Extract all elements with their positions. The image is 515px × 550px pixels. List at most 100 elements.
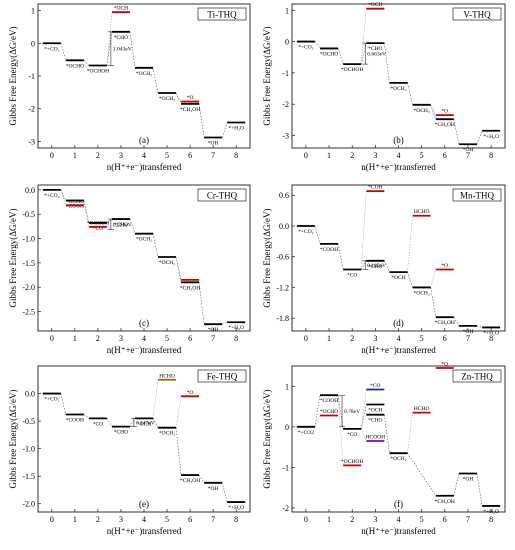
alt-level-connector <box>175 92 182 102</box>
level-label: *COOH <box>320 247 338 253</box>
level-label: *CHO <box>368 264 382 270</box>
level-connector <box>430 104 437 120</box>
x-tick-label: 5 <box>420 334 424 343</box>
x-axis-label: n(H⁺+e⁻)transferred <box>361 162 436 172</box>
y-tick-label: -3 <box>282 131 289 140</box>
x-tick-label: 7 <box>466 515 470 524</box>
x-tick-label: 4 <box>397 151 401 160</box>
barrier-label: 1.043eV <box>113 47 132 53</box>
y-tick-label: -1 <box>282 69 289 78</box>
level-connector <box>337 243 344 270</box>
x-axis-label: n(H⁺+e⁻)transferred <box>107 345 182 355</box>
y-axis-label: Gibbs Free Energy(ΔG/eV) <box>8 208 18 307</box>
level-connector <box>314 225 321 244</box>
level-label: *OCHOH <box>341 459 363 465</box>
level-label: *+CO2 <box>298 430 314 436</box>
level-label: *+CO₂ <box>44 193 59 199</box>
level-connector <box>198 282 205 325</box>
level-label: *CHO <box>368 418 382 424</box>
level-connector <box>152 233 159 258</box>
level-label: *CHO <box>114 35 128 41</box>
alt-level-connector <box>106 12 113 66</box>
level-label: *OCHO <box>320 51 338 57</box>
level-connector <box>476 473 483 506</box>
level-label: *OH <box>463 476 474 482</box>
x-tick-label: 8 <box>489 515 493 524</box>
level-label: HCOOH <box>366 435 386 441</box>
alt-level-connector <box>407 412 413 454</box>
y-tick-label: -1 <box>282 463 289 472</box>
level-connector <box>129 218 136 234</box>
level-label: *CO <box>93 226 103 232</box>
x-tick-label: 7 <box>211 334 215 343</box>
barrier-label: 0.78eV <box>344 409 360 415</box>
level-connector <box>106 31 113 66</box>
level-connector <box>360 43 367 65</box>
alt-level-connector <box>175 396 182 428</box>
level-label: *OCH₂ <box>414 290 430 296</box>
level-label: *+CO₂ <box>298 45 313 51</box>
chart-title: V-THQ <box>463 10 491 20</box>
level-label: *CH₃OH <box>180 285 200 291</box>
x-tick-label: 8 <box>234 515 238 524</box>
x-axis-label: n(H⁺+e⁻)transferred <box>107 162 182 172</box>
level-label: *O <box>187 95 194 101</box>
plot-frame <box>291 184 506 332</box>
level-connector <box>175 256 182 283</box>
y-tick-label: 0 <box>285 423 289 432</box>
panel-label: (c) <box>139 318 149 328</box>
level-label: HCHO <box>414 209 430 215</box>
alt-level-connector <box>337 395 344 466</box>
x-tick-label: 7 <box>466 151 470 160</box>
alt-level-connector <box>152 379 159 419</box>
x-axis-label: n(H⁺+e⁻)transferred <box>361 526 436 536</box>
level-connector <box>407 82 413 105</box>
alt-level-connector <box>83 200 90 227</box>
plot-frame <box>291 3 506 149</box>
level-label: *+CO₂ <box>44 397 59 403</box>
chart-title: Ti-THQ <box>207 10 237 20</box>
y-tick-label: -1.2 <box>276 283 289 292</box>
x-tick-label: 4 <box>397 334 401 343</box>
level-label: *CHO <box>368 46 382 52</box>
level-connector <box>384 260 390 273</box>
level-label: *OCHOH <box>341 67 363 73</box>
level-label: *CH₃OH <box>435 499 455 505</box>
alt-level-connector <box>430 104 437 116</box>
level-label: *CH₃OH <box>435 320 455 326</box>
x-tick-label: 6 <box>443 334 447 343</box>
level-label: *+H₂O <box>228 125 244 131</box>
title-box <box>452 188 502 202</box>
level-label: *CHO <box>114 222 128 228</box>
level-connector <box>384 43 390 83</box>
level-label: HCHO <box>414 406 430 412</box>
x-tick-label: 0 <box>50 334 54 343</box>
x-tick-label: 0 <box>304 151 308 160</box>
x-tick-label: 8 <box>234 334 238 343</box>
x-tick-label: 3 <box>373 151 377 160</box>
x-tick-label: 2 <box>96 515 100 524</box>
level-label: *OCHOH <box>87 69 109 75</box>
level-label: *COOH <box>66 417 84 423</box>
level-connector <box>476 325 483 328</box>
panel-label: (f) <box>394 499 403 509</box>
y-tick-label: -3 <box>28 137 35 146</box>
level-connector <box>198 103 205 138</box>
x-tick-label: 5 <box>165 515 169 524</box>
x-tick-label: 2 <box>96 151 100 160</box>
y-tick-label: -2.0 <box>22 283 35 292</box>
level-connector <box>221 482 228 503</box>
level-connector <box>175 92 182 104</box>
level-label: *CHO <box>114 430 128 436</box>
chart-title: Zn-THQ <box>461 372 493 382</box>
chart-title: Fe-THQ <box>207 372 238 382</box>
x-tick-label: 7 <box>211 151 215 160</box>
level-label: *OCHO <box>66 199 84 205</box>
x-tick-label: 0 <box>304 334 308 343</box>
panel-label: (b) <box>393 135 404 145</box>
level-connector <box>407 271 413 288</box>
level-label: *OCHO <box>320 409 338 415</box>
level-connector <box>453 473 460 496</box>
plot-frame <box>291 365 506 513</box>
